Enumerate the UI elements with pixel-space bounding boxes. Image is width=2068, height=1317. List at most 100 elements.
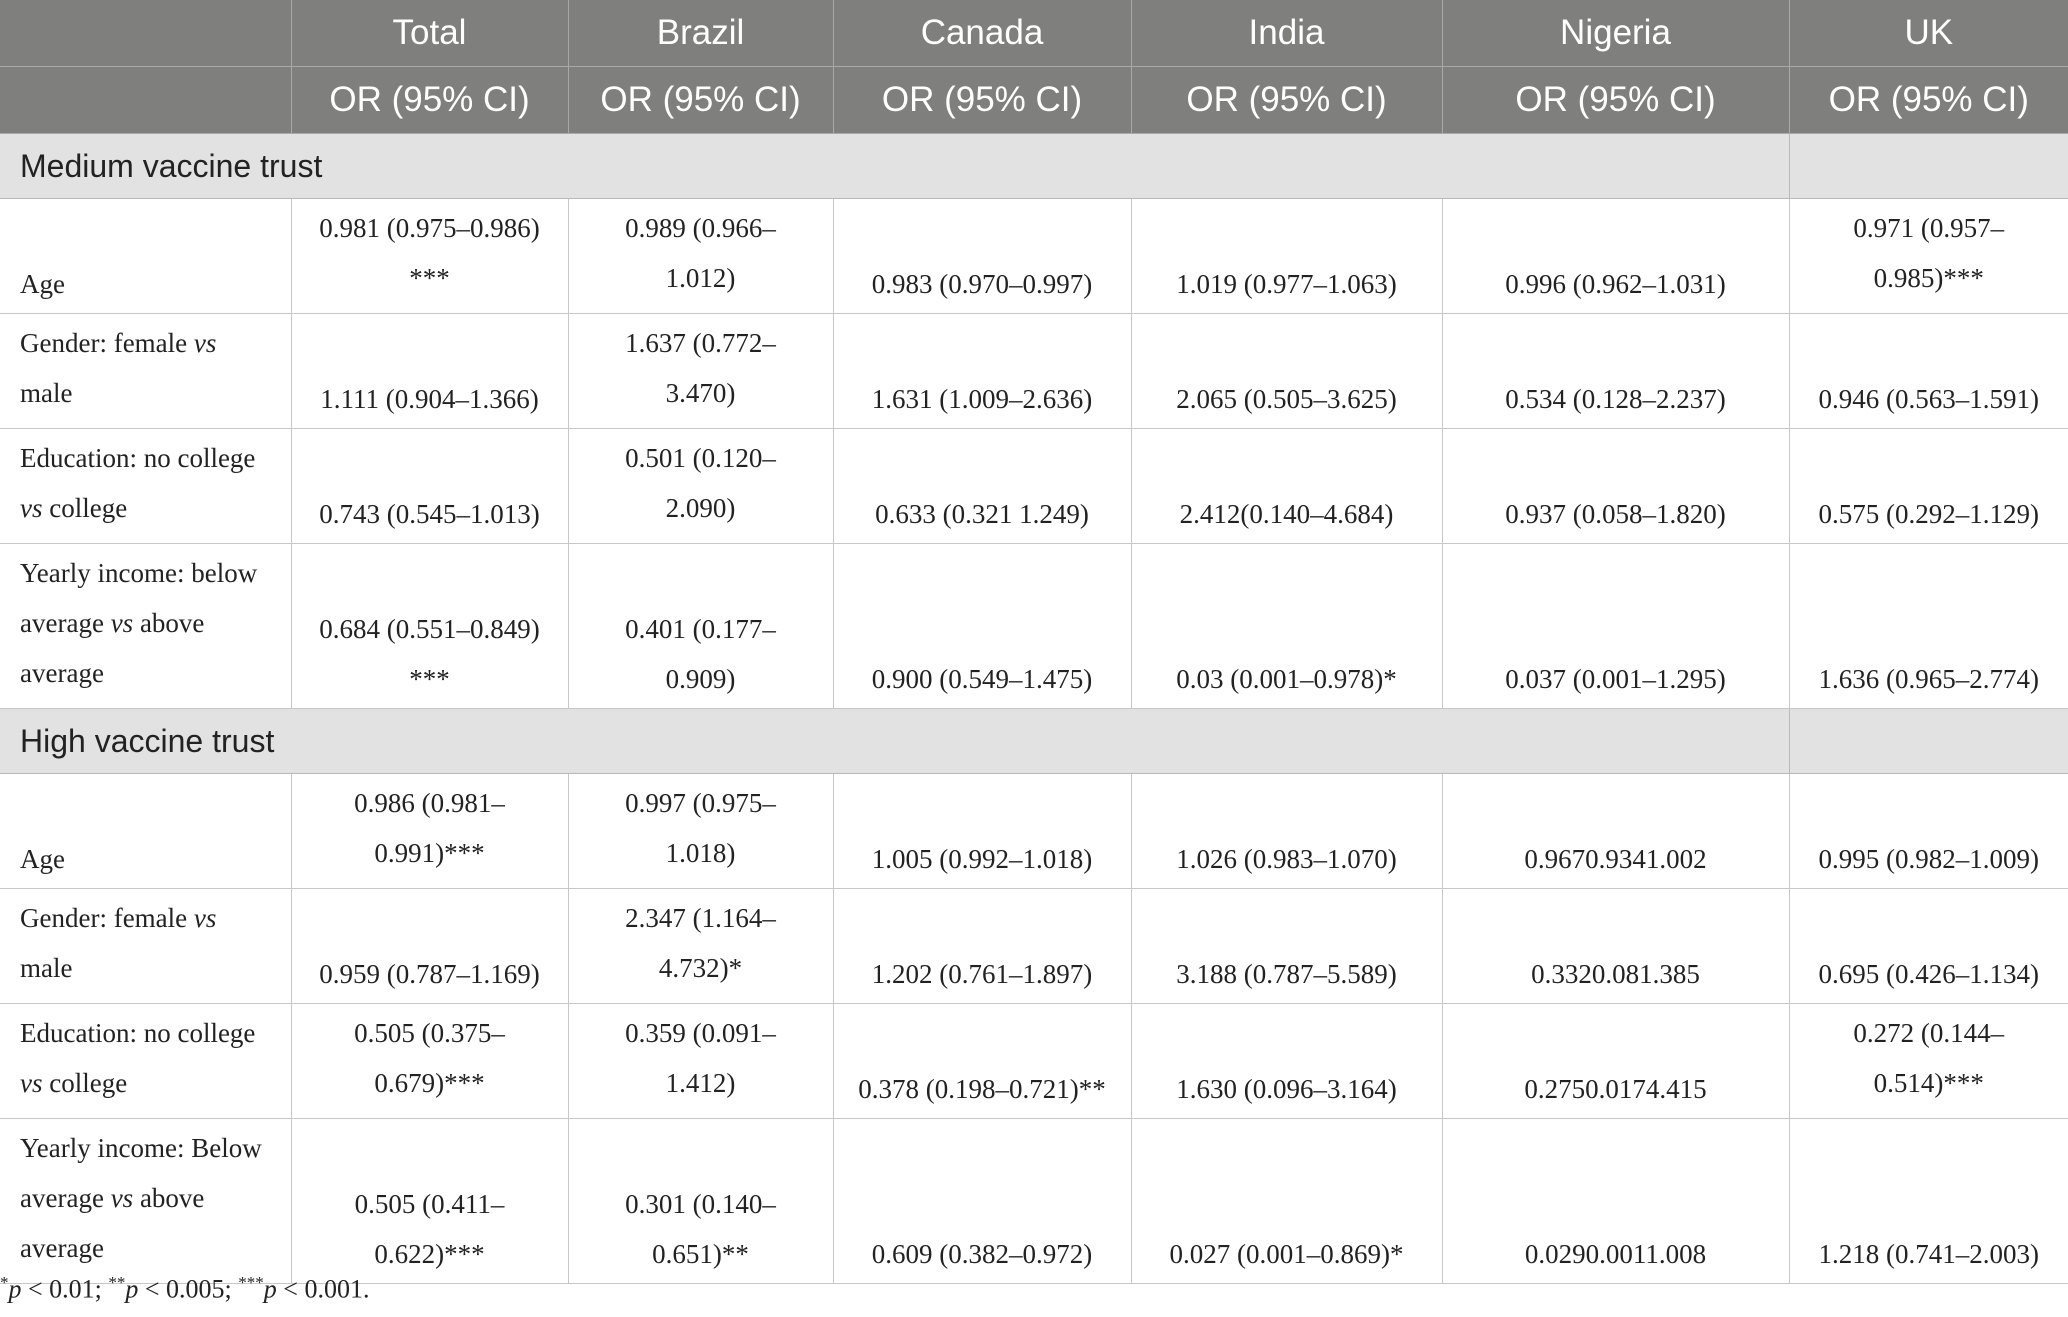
or-cell-line: 0.03 (0.001–0.978)*	[1176, 664, 1397, 694]
footnote-threshold: < 0.001.	[276, 1274, 370, 1304]
row-label: Age	[0, 198, 291, 314]
or-cell-line: 0.027 (0.001–0.869)*	[1169, 1239, 1404, 1269]
or-cell-line: 0.037 (0.001–1.295)	[1505, 664, 1726, 694]
or-cell: 2.065 (0.505–3.625)	[1130, 313, 1442, 429]
table-row: Yearly income: below average vs above aver…	[0, 543, 2068, 709]
or-cell-line: 2.347 (1.164–	[625, 903, 776, 933]
section-title-uk-cell	[1788, 133, 2068, 199]
or-cell: 0.359 (0.091– 1.412)	[567, 1003, 833, 1119]
or-cell-line: 0.900 (0.549–1.475)	[871, 664, 1093, 694]
or-cell: 0.037 (0.001–1.295)	[1441, 543, 1789, 709]
row-label: Gender: female vs male	[0, 313, 291, 429]
or-cell: 0.505 (0.411– 0.622)***	[290, 1118, 568, 1284]
header-canada: Canada	[832, 0, 1131, 67]
or-cell-line: 0.272 (0.144–	[1853, 1018, 2005, 1048]
row-label: Yearly income: Below average vs above aver…	[0, 1118, 291, 1284]
or-cell: 2.347 (1.164– 4.732)*	[567, 888, 833, 1004]
table-container: Total Brazil Canada India Nigeria UK OR …	[0, 0, 2068, 1284]
or-cell-line: 1.019 (0.977–1.063)	[1176, 269, 1397, 299]
header-total: Total	[290, 0, 568, 67]
row-label-line: vs college	[20, 493, 128, 523]
or-cell: 1.019 (0.977–1.063)	[1130, 198, 1442, 314]
footnote-variable: p	[8, 1274, 22, 1304]
or-cell-line: 0.995 (0.982–1.009)	[1818, 844, 2039, 874]
or-cell: 0.983 (0.970–0.997)	[832, 198, 1131, 314]
or-cell: 0.501 (0.120– 2.090)	[567, 428, 833, 544]
row-label-line: Education: no college	[20, 1018, 256, 1048]
or-cell: 0.695 (0.426–1.134)	[1788, 888, 2068, 1004]
or-cell: 0.609 (0.382–0.972)	[832, 1118, 1131, 1284]
or-cell-line: 1.026 (0.983–1.070)	[1176, 844, 1397, 874]
or-cell: 1.005 (0.992–1.018)	[832, 773, 1131, 889]
or-cell: 0.2750.0174.415	[1441, 1003, 1789, 1119]
footnote-variable: p	[263, 1274, 277, 1304]
or-cell: 1.636 (0.965–2.774)	[1788, 543, 2068, 709]
or-cell-line: 0.378 (0.198–0.721)**	[858, 1074, 1106, 1104]
or-cell-line: 0.9670.9341.002	[1524, 844, 1707, 874]
or-cell-line: 0.505 (0.411–	[354, 1189, 505, 1219]
or-cell-line: 1.018)	[665, 838, 736, 868]
or-cell: 2.412(0.140–4.684)	[1130, 428, 1442, 544]
row-label-line: Gender: female vs	[20, 903, 217, 933]
or-cell: 3.188 (0.787–5.589)	[1130, 888, 1442, 1004]
header-row-metric: OR (95% CI) OR (95% CI) OR (95% CI) OR (…	[0, 66, 2068, 134]
row-label-line: vs college	[20, 1068, 128, 1098]
row-label-line: Yearly income: below	[20, 558, 258, 588]
or-cell-line: 0.2750.0174.415	[1524, 1074, 1707, 1104]
row-label-line: Age	[20, 844, 65, 874]
or-cell-line: 0.651)**	[652, 1239, 749, 1269]
or-cell: 0.946 (0.563–1.591)	[1788, 313, 2068, 429]
row-label-line: Yearly income: Below	[20, 1133, 262, 1163]
or-cell: 0.996 (0.962–1.031)	[1441, 198, 1789, 314]
or-cell-line: 0.989 (0.966–	[625, 213, 776, 243]
or-cell: 0.301 (0.140– 0.651)**	[567, 1118, 833, 1284]
or-cell-line: 0.946 (0.563–1.591)	[1818, 384, 2039, 414]
or-cell-line: 1.636 (0.965–2.774)	[1818, 664, 2039, 694]
or-cell-line: 0.684 (0.551–0.849)	[319, 614, 540, 644]
or-cell-line: 0.986 (0.981–	[354, 788, 505, 818]
or-cell-line: 0.0290.0011.008	[1524, 1239, 1707, 1269]
or-cell: 0.378 (0.198–0.721)**	[832, 1003, 1131, 1119]
header-nigeria: Nigeria	[1441, 0, 1789, 67]
or-cell-line: 1.630 (0.096–3.164)	[1176, 1074, 1397, 1104]
or-cell-line: 0.679)***	[374, 1068, 485, 1098]
or-cell-line: 0.971 (0.957–	[1853, 213, 2005, 243]
or-cell-line: 0.505 (0.375–	[354, 1018, 505, 1048]
or-cell: 0.989 (0.966– 1.012)	[567, 198, 833, 314]
or-cell-line: ***	[409, 263, 450, 293]
or-cell: 1.111 (0.904–1.366)	[290, 313, 568, 429]
section-title-uk-cell	[1788, 708, 2068, 774]
or-cell: 0.575 (0.292–1.129)	[1788, 428, 2068, 544]
footnote-marker: **	[108, 1273, 126, 1292]
or-cell-line: 3.470)	[665, 378, 736, 408]
row-label: Yearly income: below average vs above aver…	[0, 543, 291, 709]
subheader-nigeria: OR (95% CI)	[1441, 66, 1789, 134]
or-cell-line: 0.534 (0.128–2.237)	[1505, 384, 1726, 414]
table-row: Age 0.981 (0.975–0.986) *** 0.989 (0.966– 1.…	[0, 198, 2068, 314]
or-cell-line: 2.412(0.140–4.684)	[1179, 499, 1394, 529]
or-cell-line: 0.609 (0.382–0.972)	[871, 1239, 1093, 1269]
or-cell: 0.03 (0.001–0.978)*	[1130, 543, 1442, 709]
table-row: Gender: female vs male 0.959 (0.787–1.169)…	[0, 888, 2068, 1004]
or-cell-line: 0.996 (0.962–1.031)	[1505, 269, 1726, 299]
row-label-line: average vs above	[20, 608, 205, 638]
or-cell-line: ***	[409, 664, 450, 694]
section-row: Medium vaccine trust	[0, 133, 2068, 199]
or-cell: 0.272 (0.144– 0.514)***	[1788, 1003, 2068, 1119]
or-cell-line: 2.065 (0.505–3.625)	[1176, 384, 1397, 414]
row-label-line: average	[20, 658, 104, 688]
footnote-variable: p	[125, 1274, 139, 1304]
row-label-line: Age	[20, 269, 65, 299]
subheader-total: OR (95% CI)	[290, 66, 568, 134]
or-cell-line: 0.909)	[665, 664, 736, 694]
or-cell: 0.959 (0.787–1.169)	[290, 888, 568, 1004]
header-row-countries: Total Brazil Canada India Nigeria UK	[0, 0, 2068, 67]
or-cell: 0.9670.9341.002	[1441, 773, 1789, 889]
or-cell-line: 0.743 (0.545–1.013)	[319, 499, 540, 529]
or-cell: 0.971 (0.957– 0.985)***	[1788, 198, 2068, 314]
row-label-line: male	[20, 953, 73, 983]
or-cell-line: 0.622)***	[374, 1239, 485, 1269]
or-cell: 0.0290.0011.008	[1441, 1118, 1789, 1284]
table-row: Gender: female vs male 1.111 (0.904–1.366)…	[0, 313, 2068, 429]
row-label-line: average vs above	[20, 1183, 205, 1213]
